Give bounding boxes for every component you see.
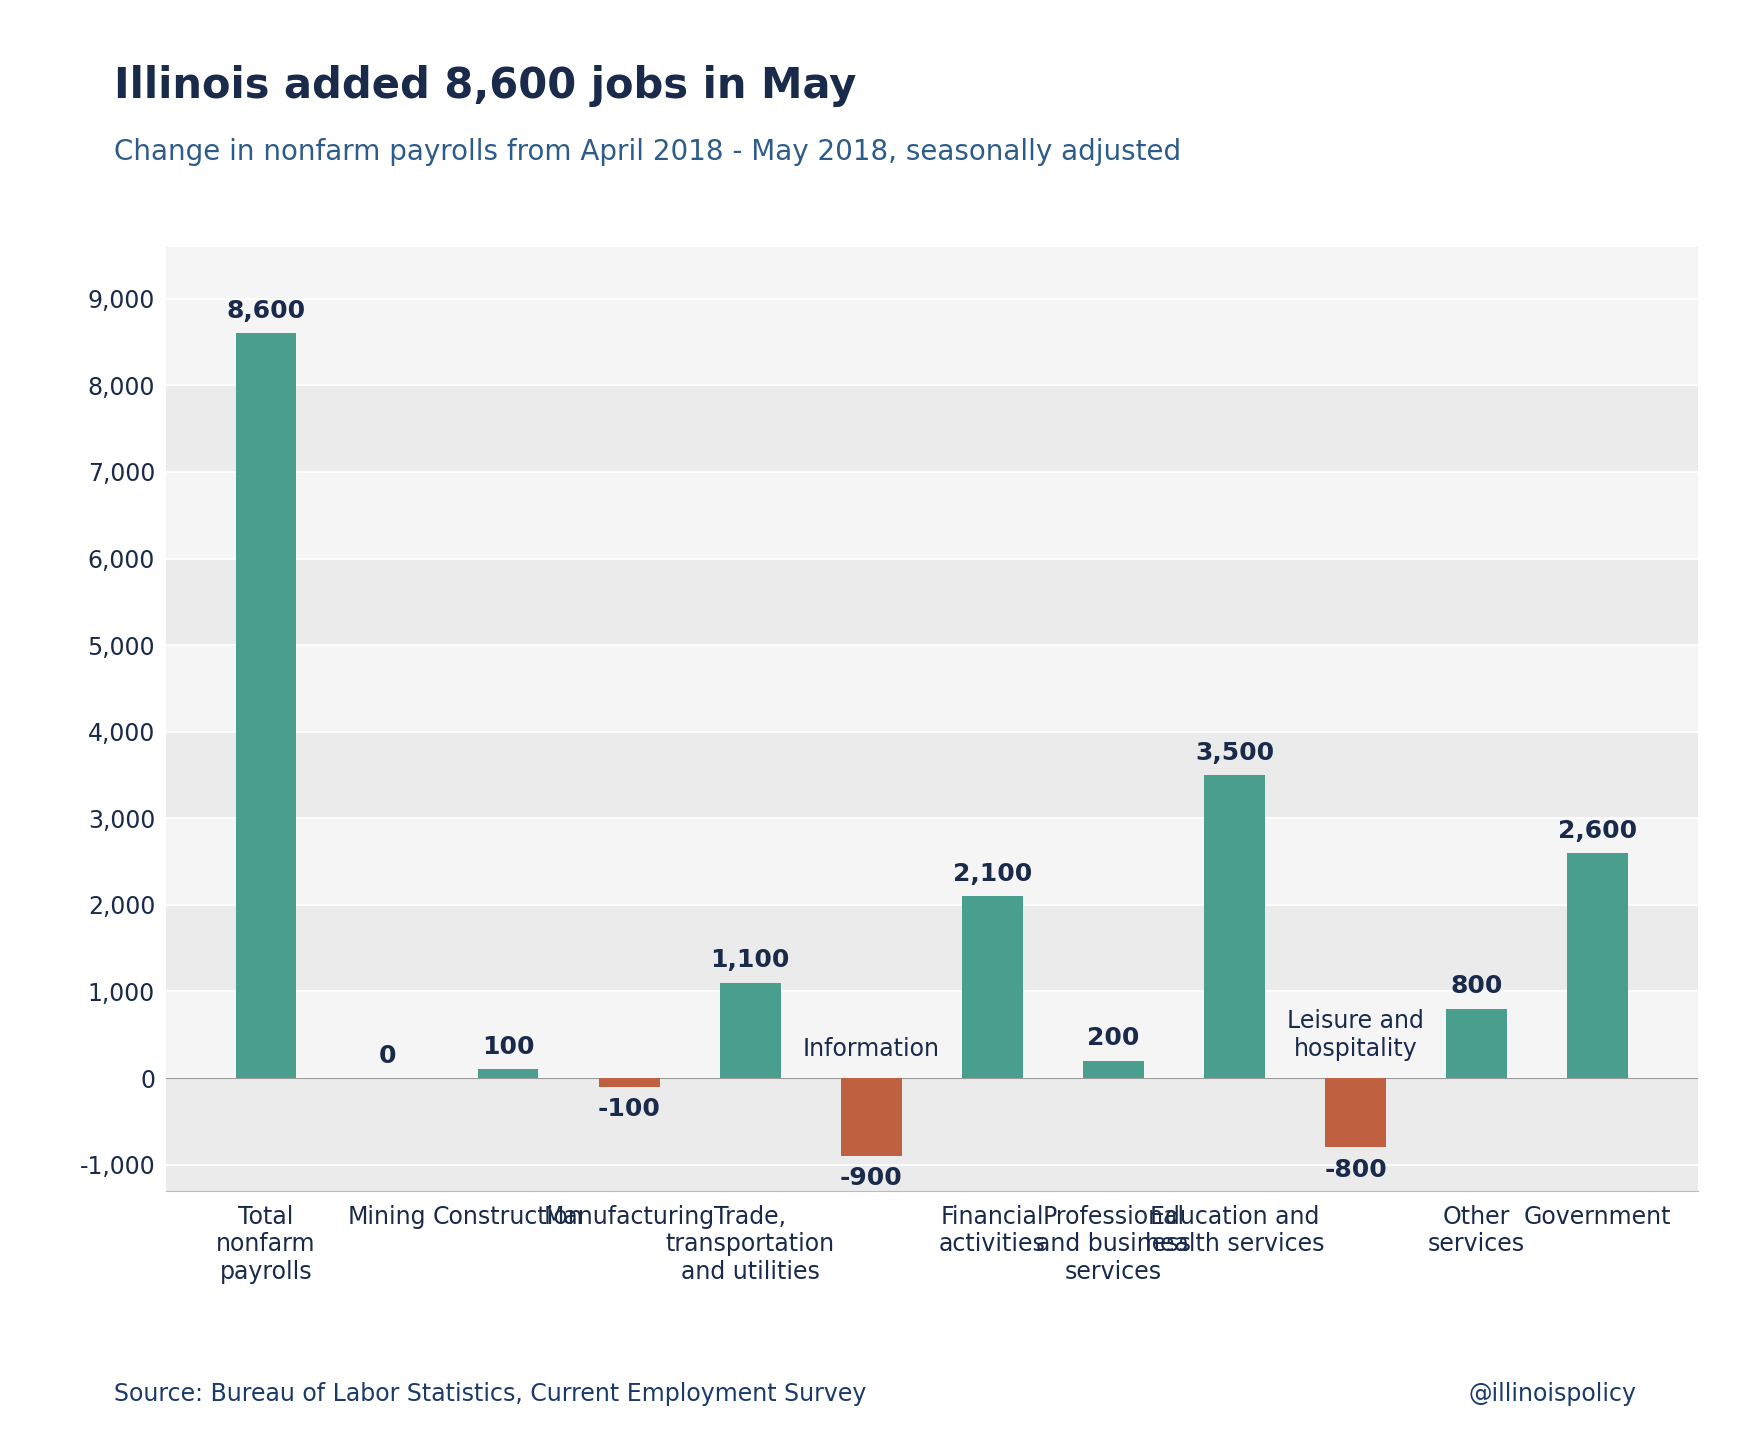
Bar <box>1083 1061 1144 1077</box>
Text: 2,600: 2,600 <box>1558 819 1638 842</box>
Bar <box>1568 852 1628 1077</box>
Text: 0: 0 <box>378 1044 396 1067</box>
Bar <box>963 896 1022 1077</box>
Text: Source: Bureau of Labor Statistics, Current Employment Survey: Source: Bureau of Labor Statistics, Curr… <box>114 1381 866 1406</box>
Text: 100: 100 <box>481 1035 534 1059</box>
Text: 3,500: 3,500 <box>1195 741 1274 765</box>
Bar <box>166 645 1698 732</box>
Bar <box>166 732 1698 819</box>
Text: Change in nonfarm payrolls from April 2018 - May 2018, seasonally adjusted: Change in nonfarm payrolls from April 20… <box>114 138 1181 166</box>
Bar <box>166 819 1698 905</box>
Bar <box>166 385 1698 472</box>
Bar <box>166 472 1698 559</box>
Text: Information: Information <box>803 1037 940 1061</box>
Text: 8,600: 8,600 <box>226 299 306 322</box>
Bar <box>166 905 1698 992</box>
Bar <box>236 334 296 1077</box>
Bar <box>598 1077 660 1086</box>
Bar <box>166 1165 1698 1191</box>
Text: 800: 800 <box>1451 974 1503 999</box>
Text: Leisure and
hospitality: Leisure and hospitality <box>1286 1009 1424 1061</box>
Bar <box>166 1077 1698 1165</box>
Text: @illinoispolicy: @illinoispolicy <box>1468 1381 1636 1406</box>
Text: -800: -800 <box>1325 1157 1388 1182</box>
Text: -100: -100 <box>598 1098 662 1121</box>
Bar <box>166 992 1698 1077</box>
Text: -900: -900 <box>840 1166 903 1191</box>
Bar <box>166 299 1698 385</box>
Bar <box>1325 1077 1386 1147</box>
Bar <box>719 983 780 1077</box>
Bar <box>166 247 1698 299</box>
Bar <box>1446 1009 1507 1077</box>
Text: 2,100: 2,100 <box>952 862 1032 886</box>
Bar <box>478 1070 539 1077</box>
Text: 1,100: 1,100 <box>710 948 789 973</box>
Text: Illinois added 8,600 jobs in May: Illinois added 8,600 jobs in May <box>114 65 856 107</box>
Text: 200: 200 <box>1087 1027 1139 1050</box>
Bar <box>1204 775 1265 1077</box>
Bar <box>842 1077 901 1156</box>
Bar <box>166 559 1698 645</box>
